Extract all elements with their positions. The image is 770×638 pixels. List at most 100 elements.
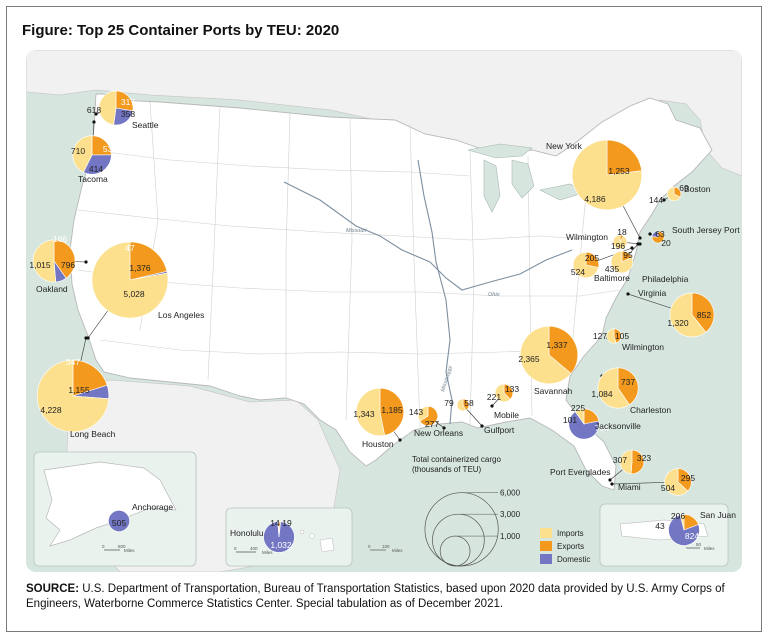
port-honolulu-23[interactable]: 14 19 1,032 Honolulu — [230, 518, 295, 553]
pie-slice-exports — [115, 90, 134, 112]
port-value-imports: 2,365 — [518, 354, 540, 364]
port-name-label: Wilmington — [622, 342, 664, 352]
port-name-label: Los Angeles — [158, 310, 204, 320]
port-value-exports: 737 — [621, 377, 635, 387]
pie-slice-imports — [519, 325, 572, 385]
port-name-label: South Jersey Port Corp. — [672, 225, 742, 235]
pie-slice-imports — [669, 292, 707, 338]
port-name-label: Port Everglades — [550, 467, 610, 477]
port-value-exports: 133 — [505, 384, 519, 394]
scale-end-puerto-rico: 50 — [696, 542, 702, 547]
pie-slice-imports — [494, 383, 511, 403]
port-value-exports: 1,253 — [608, 166, 630, 176]
port-value-imports: 1,015 — [29, 260, 51, 270]
inset-alaska: 0 500 Miles — [33, 451, 197, 567]
port-name-label: Wilmington — [566, 232, 608, 242]
port-value-imports: 127 — [593, 331, 607, 341]
port-charleston-14[interactable]: 1,084 737 Charleston — [591, 367, 671, 415]
map-panel: Missouri Ohio Mississippi 0 500 Miles 0 … — [26, 50, 742, 572]
port-location-dot — [610, 482, 614, 486]
pie-slice-imports — [277, 521, 280, 538]
pie-slice-exports — [53, 239, 76, 279]
scale-unit-alaska: Miles — [124, 548, 135, 553]
legend-swatch-exports — [540, 541, 552, 551]
pie-slice-imports — [572, 251, 599, 279]
pie-slice-domestic — [651, 230, 659, 238]
port-value-imports: 1,343 — [353, 409, 375, 419]
figure-frame — [6, 6, 762, 632]
port-name-label: San Juan — [700, 510, 736, 520]
port-seattle-0[interactable]: 618 358 317 Seattle — [87, 90, 159, 130]
port-virginia-11[interactable]: 1,320 852 Virginia — [626, 288, 715, 338]
pie-slice-imports — [666, 186, 681, 202]
pie-slice-exports — [129, 241, 168, 281]
port-anchorage-22[interactable]: 505 Anchorage — [108, 502, 173, 532]
port-name-label: Boston — [684, 184, 711, 194]
port-value-exports: 414 — [89, 164, 103, 174]
port-location-dot — [480, 424, 484, 428]
legend-size-label: 1,000 — [500, 532, 521, 541]
legend-size-circle — [424, 492, 499, 567]
port-wilmington-8[interactable]: 196 18 Wilmington — [566, 227, 642, 251]
pie-slice-exports — [72, 359, 108, 397]
port-value-exports: 95 — [623, 250, 633, 260]
pie-slice-exports — [91, 135, 112, 156]
port-location-dot — [608, 478, 612, 482]
port-value-imports: 504 — [661, 483, 675, 493]
port-location-dot — [630, 246, 634, 250]
port-value-imports: 14 — [270, 518, 280, 528]
port-value-imports: 221 — [487, 392, 501, 402]
port-miami-17[interactable]: 504 295 Miami — [610, 468, 695, 496]
port-value-exports: 1,185 — [381, 405, 403, 415]
port-value-exports: 277 — [425, 419, 439, 429]
port-value-exports: 105 — [615, 331, 629, 341]
legend-size-circle — [432, 513, 485, 567]
port-name-label: Savannah — [534, 386, 573, 396]
port-new-york-5[interactable]: 4,186 1,253 New York — [546, 139, 643, 240]
port-location-dot — [94, 112, 98, 116]
pie-slice-exports — [379, 387, 405, 436]
port-name-label: New York — [546, 141, 583, 151]
scale-end-hawaii: 400 — [250, 546, 258, 551]
port-oakland-2[interactable]: 1,015 796 166 Oakland — [29, 234, 88, 294]
port-name-label: New Orleans — [414, 428, 463, 438]
scale-bar-mainland: 0 100 Miles — [368, 544, 403, 553]
pie-slice-domestic — [668, 514, 700, 546]
port-name-label: Tacoma — [78, 174, 108, 184]
pie-slice-imports — [664, 468, 689, 496]
scale-unit-puerto-rico: Miles — [704, 546, 715, 551]
port-name-label: Mobile — [494, 410, 519, 420]
port-los-angeles-3[interactable]: 5,028 1,376 47 Los Angeles — [86, 241, 204, 340]
port-value-exports: 1,376 — [129, 263, 151, 273]
port-gulfport-21[interactable]: 79 58 Gulfport — [444, 398, 515, 435]
port-savannah-13[interactable]: 2,365 1,337 Savannah — [518, 325, 579, 396]
port-value-domestic: 347 — [66, 357, 80, 367]
pie-slice-imports — [98, 90, 117, 126]
port-location-dot — [442, 426, 446, 430]
port-philadelphia-10[interactable]: 435 95 Philadelphia — [605, 242, 689, 284]
rivers — [283, 159, 573, 425]
pie-slice-imports — [36, 359, 110, 433]
port-name-label: Long Beach — [70, 429, 116, 439]
port-long-beach-4[interactable]: 4,228 1,155 347 Long Beach — [36, 336, 116, 439]
port-value-imports: 435 — [605, 264, 619, 274]
river-label-missouri: Missouri — [346, 228, 367, 234]
port-name-label: Baltimore — [594, 273, 630, 283]
pie-slice-imports — [72, 135, 93, 173]
port-name-label: Seattle — [132, 120, 159, 130]
port-port-everglades-16[interactable]: 307 323 Port Everglades — [550, 449, 651, 482]
port-value-exports: 852 — [697, 310, 711, 320]
port-mobile-20[interactable]: 221 133 Mobile — [487, 383, 519, 420]
port-houston-18[interactable]: 1,343 1,185 Houston — [353, 387, 405, 449]
great-lakes — [467, 143, 613, 213]
port-value-exports: 205 — [585, 253, 599, 263]
port-name-label: Jacksonville — [595, 421, 641, 431]
